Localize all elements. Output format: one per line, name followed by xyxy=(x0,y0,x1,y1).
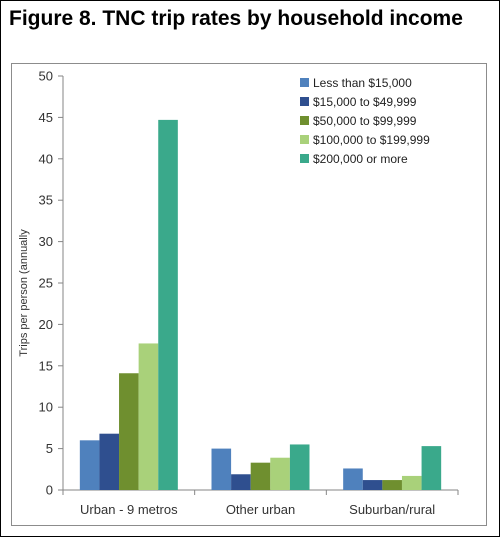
y-axis-title: Trips per person (annually xyxy=(18,229,30,357)
y-tick-label: 5 xyxy=(46,441,53,456)
bar xyxy=(250,462,271,490)
bar xyxy=(401,475,422,490)
bar xyxy=(211,448,232,490)
y-tick-label: 10 xyxy=(39,400,53,415)
y-tick-label: 0 xyxy=(46,483,53,498)
y-tick-label: 15 xyxy=(39,358,53,373)
legend-swatch xyxy=(300,97,309,106)
y-tick-label: 20 xyxy=(39,317,53,332)
legend-label: $100,000 to $199,999 xyxy=(313,133,430,147)
figure-title: Figure 8. TNC trip rates by household in… xyxy=(9,7,463,30)
legend-label: $50,000 to $99,999 xyxy=(313,114,417,128)
bar xyxy=(138,343,159,490)
bar xyxy=(382,480,402,490)
x-tick-label: Urban - 9 metros xyxy=(80,502,178,517)
y-tick-label: 50 xyxy=(39,69,53,84)
x-tick-label: Suburban/rural xyxy=(349,502,435,517)
bar xyxy=(231,474,251,490)
legend-swatch xyxy=(300,78,309,87)
legend-label: Less than $15,000 xyxy=(313,76,412,90)
legend-swatch xyxy=(300,154,309,163)
legend-swatch xyxy=(300,135,309,144)
bar xyxy=(343,468,363,490)
legend-label: $200,000 or more xyxy=(313,152,408,166)
x-tick-label: Other urban xyxy=(226,502,295,517)
bar xyxy=(119,373,139,490)
bar xyxy=(79,440,100,490)
bar xyxy=(289,444,310,490)
bar xyxy=(421,446,442,490)
legend-label: $15,000 to $49,999 xyxy=(313,95,417,109)
bar xyxy=(270,457,290,490)
legend-swatch xyxy=(300,116,309,125)
y-tick-label: 40 xyxy=(39,151,53,166)
y-tick-label: 35 xyxy=(39,193,53,208)
bar xyxy=(158,119,178,490)
y-tick-label: 25 xyxy=(39,276,53,291)
bar xyxy=(99,433,120,490)
y-tick-label: 30 xyxy=(39,234,53,249)
y-tick-label: 45 xyxy=(39,110,53,125)
bar xyxy=(362,480,383,490)
